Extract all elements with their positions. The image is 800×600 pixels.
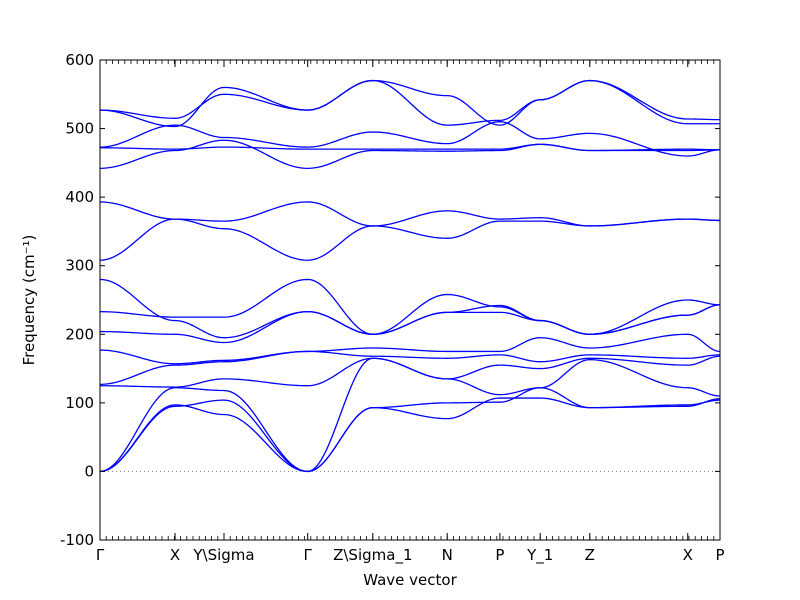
- x-axis-label: Wave vector: [363, 571, 457, 589]
- y-tick-label: 200: [65, 325, 94, 343]
- y-axis-label: Frequency (cm⁻¹): [20, 235, 38, 366]
- x-tick-label: Γ: [96, 546, 105, 564]
- y-tick-label: 500: [65, 120, 94, 138]
- phonon-branch-2: [100, 387, 720, 473]
- phonon-branch-16: [100, 79, 720, 128]
- phonon-branch-5: [100, 350, 720, 385]
- phonon-branch-10: [100, 218, 720, 261]
- phonon-branch-9: [100, 278, 720, 339]
- plot-frame: [99, 59, 721, 541]
- y-tick-label: 400: [65, 188, 94, 206]
- x-tick-label: Z\Sigma_1: [333, 546, 412, 565]
- phonon-branch-11: [100, 201, 720, 227]
- y-tick-label: 300: [65, 257, 94, 275]
- x-tick-label: Γ: [304, 546, 313, 564]
- x-tick-label: X: [683, 546, 693, 564]
- x-tick-label: P: [495, 546, 504, 564]
- x-tick-label: N: [442, 546, 453, 564]
- x-tick-label: X: [170, 546, 180, 564]
- y-tick-label: 600: [65, 51, 94, 69]
- x-tick-label: Y_1: [526, 546, 553, 565]
- y-tick-label: 100: [65, 394, 94, 412]
- phonon-branch-8: [100, 278, 720, 335]
- x-tick-label: P: [715, 546, 724, 564]
- phonon-branch-15: [100, 79, 720, 126]
- phonon-branch-13: [100, 143, 720, 152]
- x-tick-label: Y\Sigma: [192, 546, 254, 564]
- phonon-branch-12: [100, 139, 720, 169]
- phonon-branch-4: [100, 355, 720, 388]
- phonon-branch-3: [100, 357, 720, 473]
- y-tick-label: 0: [84, 462, 94, 480]
- x-tick-label: Z: [585, 546, 595, 564]
- phonon-branch-6: [100, 333, 720, 365]
- plot-area: [100, 79, 720, 473]
- phonon-branch-1: [100, 397, 720, 473]
- axes: -100 0 100 200 300 400 500 600 Γ X Y\Sigma Γ Z\Sigma…: [60, 51, 725, 565]
- y-tick-label: -100: [60, 531, 94, 549]
- phonon-branch-14: [100, 121, 720, 157]
